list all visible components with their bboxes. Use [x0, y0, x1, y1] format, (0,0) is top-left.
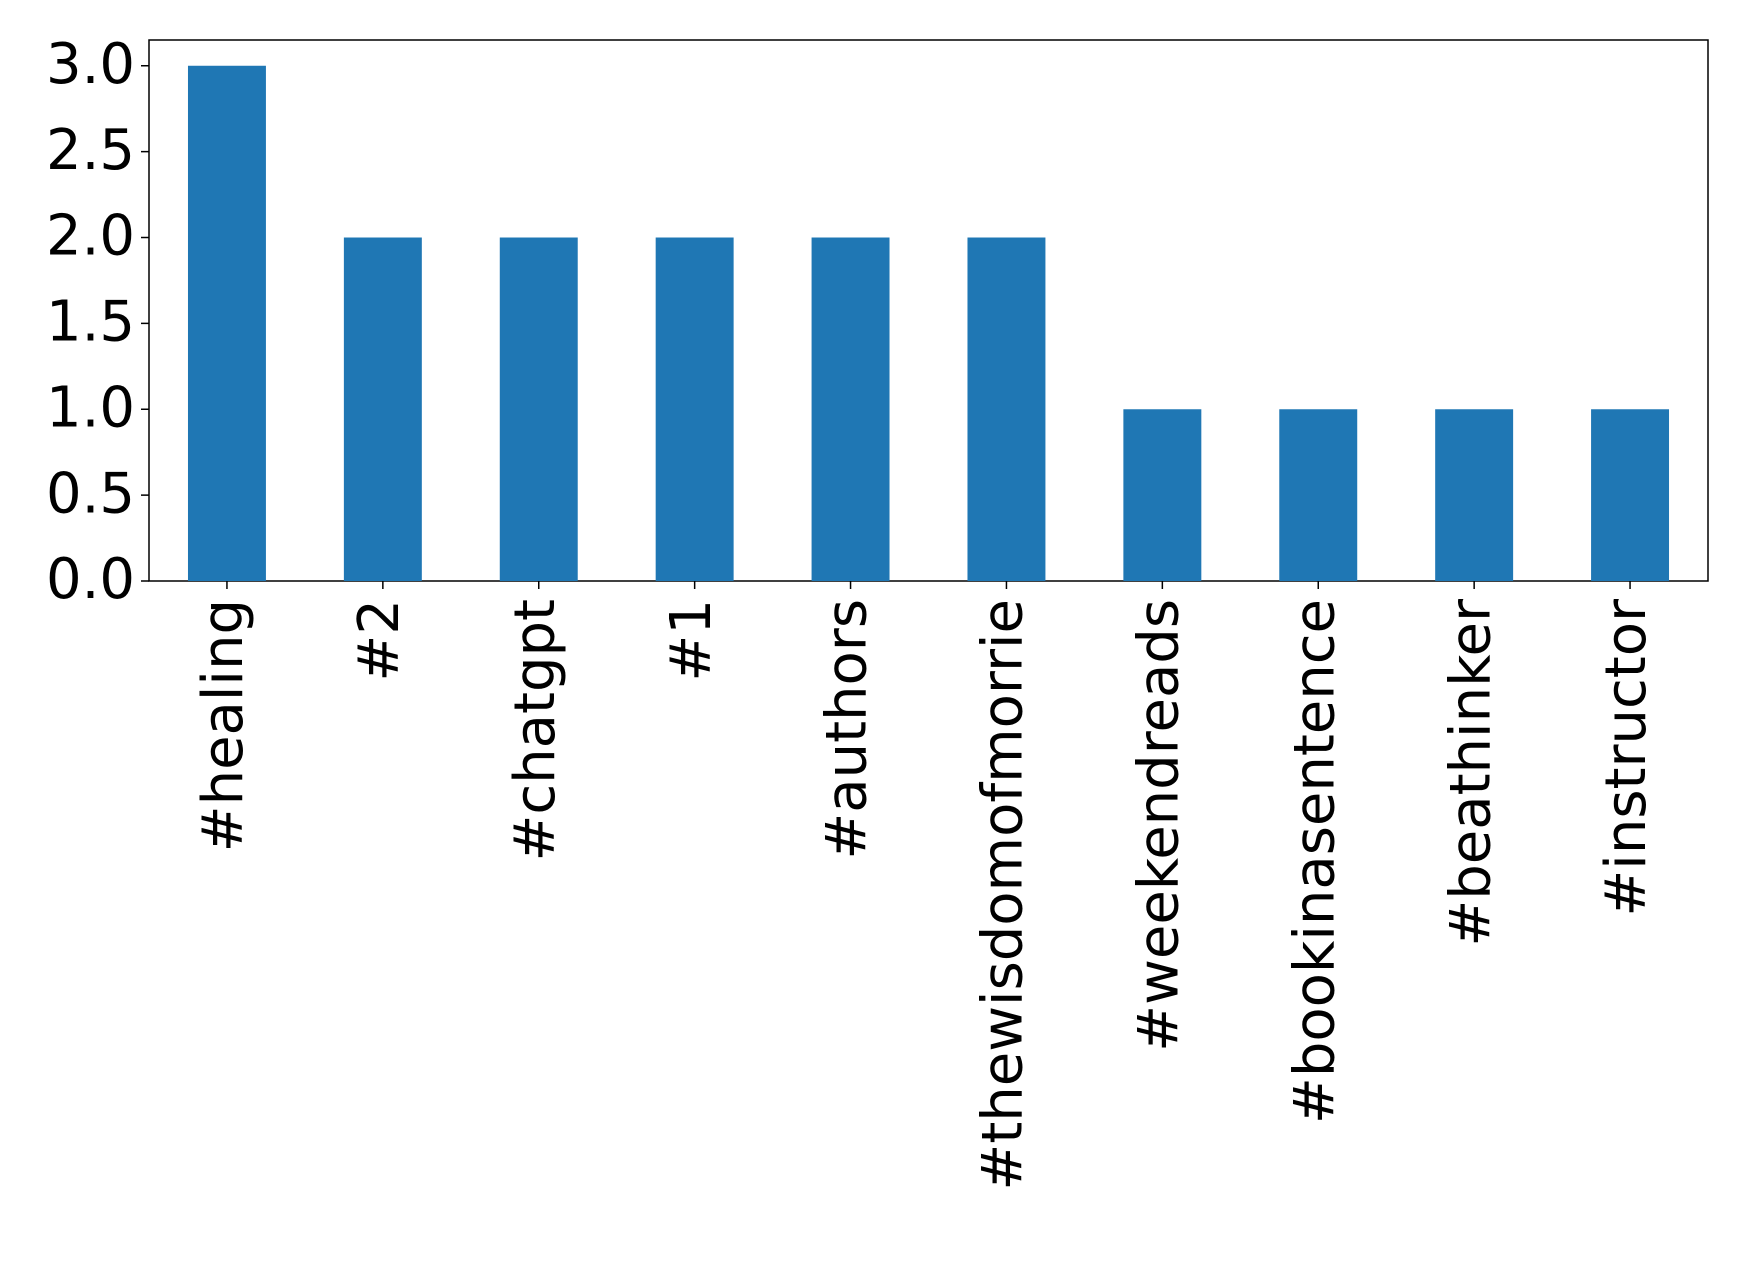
bar	[499, 237, 578, 581]
bar	[811, 237, 890, 581]
y-tick-label: 2.5	[46, 118, 135, 183]
bar	[1123, 409, 1202, 581]
bar	[655, 237, 734, 581]
bar	[187, 65, 266, 581]
y-tick-label: 2.0	[46, 204, 135, 269]
plot-frame	[148, 39, 1709, 582]
x-tick-label: #healing	[191, 599, 256, 852]
y-tick-label: 3.0	[46, 32, 135, 97]
y-tick-label: 0.5	[46, 461, 135, 526]
x-tick-label: #1	[659, 599, 724, 682]
bar	[343, 237, 422, 581]
y-tick-label: 0.0	[46, 547, 135, 612]
bar	[1435, 409, 1514, 581]
bar	[1591, 409, 1670, 581]
y-tick-label: 1.0	[46, 375, 135, 440]
bar	[967, 237, 1046, 581]
x-tick-label: #chatgpt	[503, 599, 568, 862]
x-tick-label: #bookinasentence	[1282, 599, 1347, 1124]
y-tick-label: 1.5	[46, 290, 135, 355]
bar	[1279, 409, 1358, 581]
x-tick-label: #weekendreads	[1126, 599, 1191, 1052]
x-tick-label: #beathinker	[1438, 598, 1503, 947]
x-tick-label: #instructor	[1594, 598, 1659, 917]
x-tick-label: #authors	[815, 599, 880, 860]
x-tick-label: #2	[347, 599, 412, 682]
x-tick-label: #thewisdomofmorrie	[971, 599, 1036, 1191]
